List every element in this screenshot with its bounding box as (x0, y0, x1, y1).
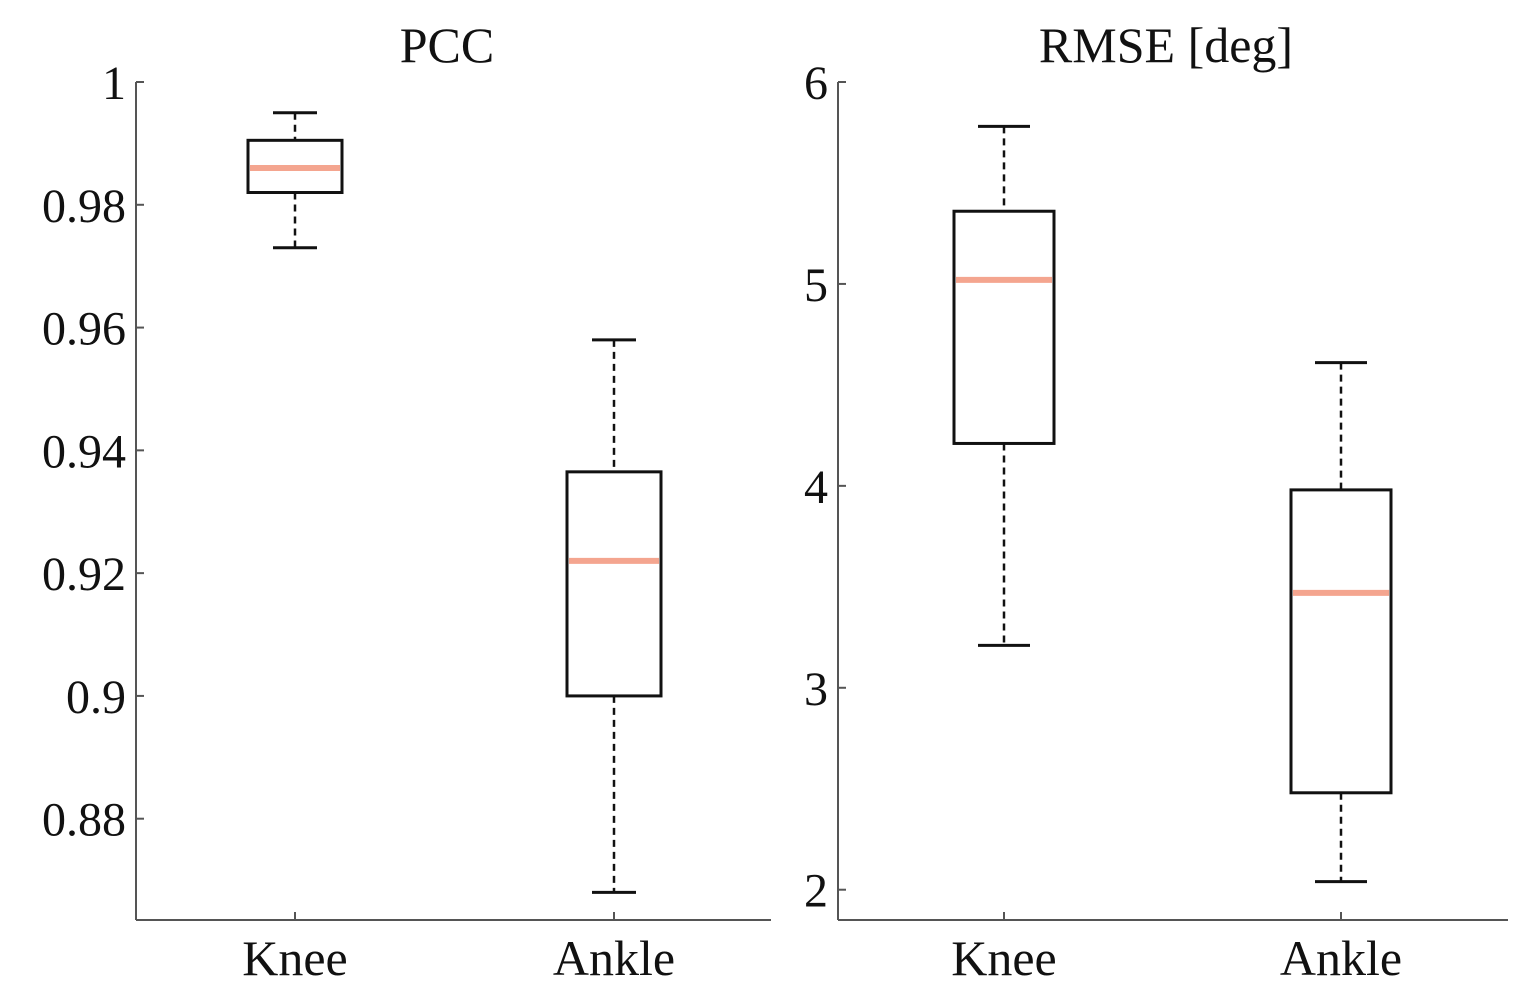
iqr-box (246, 138, 344, 195)
y-tick-label: 0.98 (42, 180, 126, 233)
pcc-plot-area: 0.88 0.9 0.92 0.94 0.96 0.98 1 (42, 57, 771, 921)
box-knee (246, 111, 344, 250)
rmse-plot-area: 2 3 4 5 6 (804, 57, 1508, 921)
x-tick-label-ankle: Ankle (553, 930, 675, 986)
pcc-panel: PCC 0.88 0.9 0.92 0.94 0.96 0.98 1 Knee Ankle (42, 17, 771, 986)
y-tick-label: 6 (804, 57, 828, 110)
y-tick-label: 0.94 (42, 425, 126, 478)
x-tick-label-knee: Knee (951, 930, 1057, 986)
y-tick-label: 0.96 (42, 303, 126, 356)
box-ankle (1289, 361, 1393, 884)
x-tick-label-knee: Knee (242, 930, 348, 986)
iqr-box (1289, 488, 1393, 795)
y-tick-label: 0.9 (66, 671, 126, 724)
chart-title: PCC (400, 17, 495, 73)
y-tick-label: 2 (804, 865, 828, 918)
iqr-box (952, 209, 1056, 445)
y-tick-label: 1 (102, 57, 126, 110)
rmse-panel: RMSE [deg] 2 3 4 5 6 Knee Ankle (804, 17, 1508, 986)
iqr-box (565, 470, 663, 698)
box-knee (952, 124, 1056, 647)
y-tick-label: 5 (804, 259, 828, 312)
y-tick-label: 4 (804, 461, 828, 514)
x-tick-label-ankle: Ankle (1280, 930, 1402, 986)
y-tick-label: 0.92 (42, 548, 126, 601)
chart-title: RMSE [deg] (1039, 17, 1293, 73)
y-tick-label: 0.88 (42, 794, 126, 847)
box-ankle (565, 338, 663, 894)
y-tick-label: 3 (804, 663, 828, 716)
